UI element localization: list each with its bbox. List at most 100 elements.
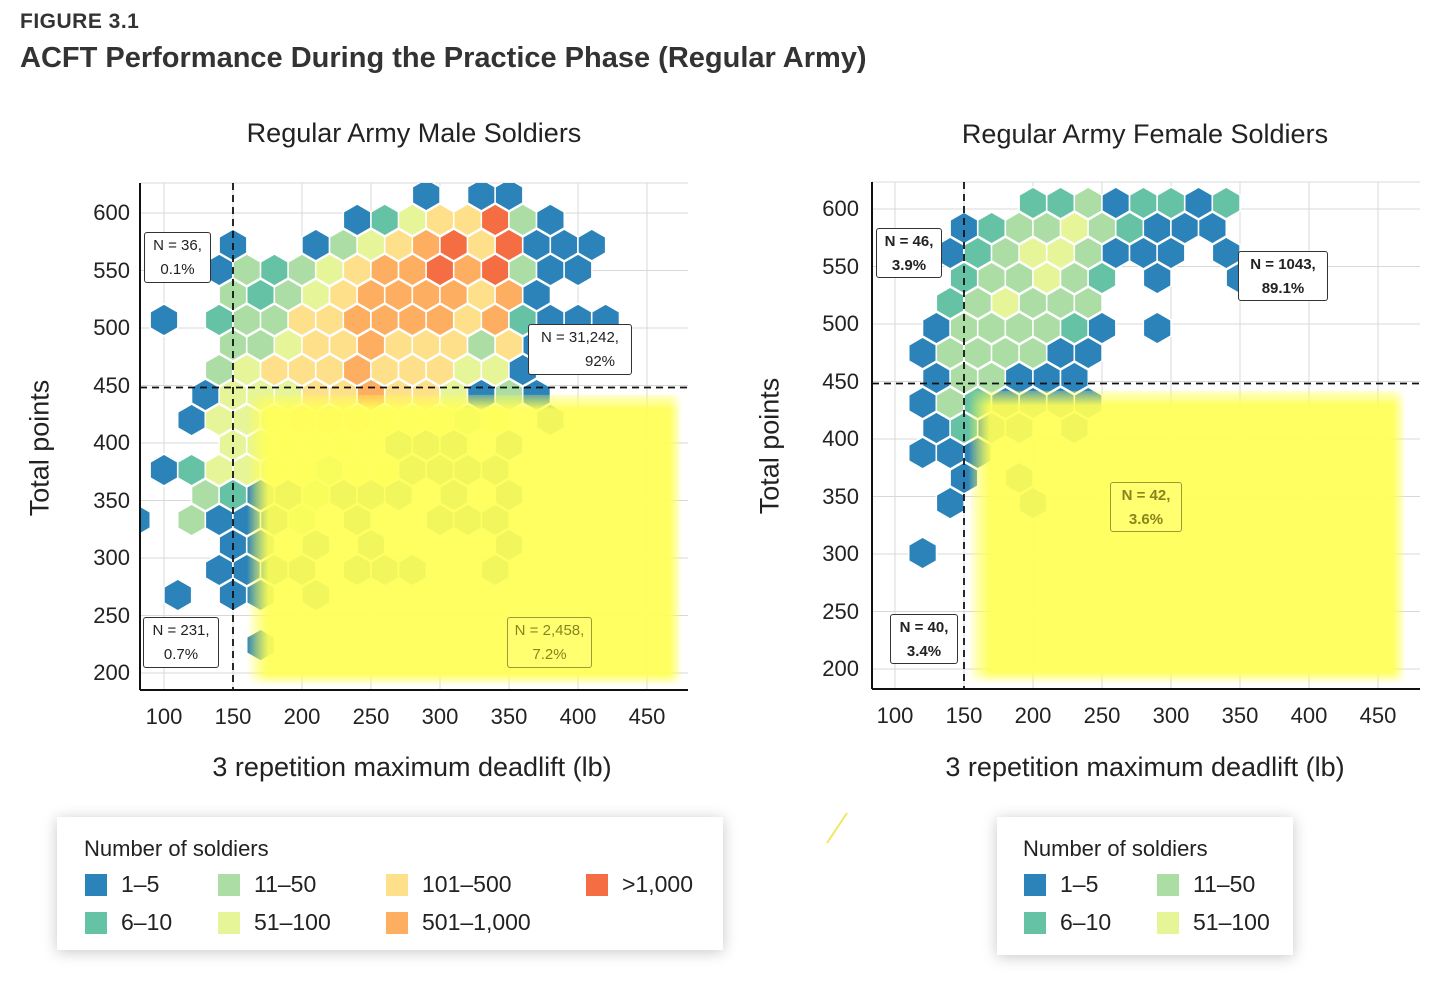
y-tick-label: 350 <box>93 487 130 513</box>
female-highlight-region <box>968 390 1406 684</box>
male-highlight-region <box>246 394 683 686</box>
x-tick-label: 350 <box>490 704 528 729</box>
y-tick-label: 250 <box>822 598 859 624</box>
x-tick-label: 250 <box>1083 703 1121 728</box>
legend-item: 51–100 <box>218 909 331 936</box>
x-tick-label: 150 <box>945 703 983 728</box>
legend-swatch <box>218 911 240 934</box>
y-tick-label: 550 <box>822 253 859 279</box>
y-tick-label: 500 <box>93 315 130 340</box>
x-tick-label: 250 <box>352 704 390 729</box>
hexbin-cell <box>907 536 938 570</box>
legend-label: 11–50 <box>1193 871 1256 897</box>
female-x-axis-label: 3 repetition maximum deadlift (lb) <box>945 752 1345 782</box>
annotation-female-bottom-right: N = 42, 3.6% <box>1110 482 1182 532</box>
annotation-male-bottom-right: N = 2,458, 7.2% <box>507 617 592 668</box>
y-tick-label: 600 <box>93 200 130 225</box>
hexbin-cell <box>494 183 524 212</box>
legend-item: 1–5 <box>1024 871 1098 898</box>
figure-label: FIGURE 3.1 <box>20 10 140 33</box>
legend-label: >1,000 <box>622 871 693 897</box>
x-tick-label: 300 <box>421 704 459 729</box>
legend-label: 6–10 <box>1060 909 1112 935</box>
legend-swatch <box>1024 873 1046 896</box>
x-tick-label: 400 <box>559 704 597 729</box>
annotation-male-top-left: N = 36, 0.1% <box>144 232 211 283</box>
x-tick-label: 100 <box>876 703 914 728</box>
legend-swatch <box>1157 911 1179 934</box>
legend-label: 501–1,000 <box>422 909 531 935</box>
y-tick-label: 600 <box>822 196 859 221</box>
hexbin-cell <box>907 436 938 470</box>
hexbin-cell <box>1073 336 1103 370</box>
annotation-female-top-right: N = 1043, 89.1% <box>1238 251 1328 301</box>
x-tick-label: 450 <box>1359 703 1397 728</box>
annotation-female-top-left: N = 46, 3.9% <box>876 228 942 278</box>
male-plot <box>139 182 688 691</box>
hexbin-cell <box>140 505 152 535</box>
legend-swatch <box>218 873 240 896</box>
y-tick-label: 200 <box>93 660 130 685</box>
figure-title: ACFT Performance During the Practice Pha… <box>20 42 867 74</box>
y-tick-label: 550 <box>93 257 130 283</box>
hexbin-cell <box>176 503 207 537</box>
legend-swatch <box>386 911 408 934</box>
hexbin-cell <box>1087 261 1117 295</box>
x-tick-label: 200 <box>283 704 321 729</box>
y-tick-label: 200 <box>822 656 859 681</box>
annotation-female-bottom-left: N = 40, 3.4% <box>890 614 958 664</box>
x-tick-label: 350 <box>1221 703 1259 728</box>
male-legend: Number of soldiers 1–5 6–10 11–50 51–100 101… <box>57 817 723 950</box>
hexbin-cell <box>563 252 593 287</box>
annotation-male-bottom-left: N = 231, 0.7% <box>143 617 219 668</box>
hexbin-cell <box>1073 286 1103 320</box>
legend-item: 11–50 <box>218 871 316 898</box>
x-tick-label: 450 <box>628 704 666 729</box>
hexbin-cell <box>1087 311 1117 345</box>
legend-swatch <box>386 873 408 896</box>
female-plot <box>871 181 1420 690</box>
stray-pen-mark <box>826 812 848 844</box>
female-legend: Number of soldiers 1–5 6–10 11–50 51–100 <box>997 817 1293 955</box>
hexbin-cell <box>1156 236 1186 270</box>
legend-item: 1–5 <box>85 871 159 898</box>
x-tick-label: 200 <box>1014 703 1052 728</box>
legend-label: 51–100 <box>1193 909 1270 935</box>
hexbin-cell <box>149 302 179 337</box>
legend-item: 11–50 <box>1157 871 1255 898</box>
legend-title: Number of soldiers <box>84 836 269 861</box>
hexbin-cell <box>1211 236 1241 270</box>
y-tick-label: 300 <box>822 541 859 566</box>
x-tick-label: 300 <box>1152 703 1190 728</box>
x-tick-label: 100 <box>145 704 183 729</box>
hexbin-cell <box>1142 311 1172 345</box>
legend-label: 51–100 <box>254 909 331 935</box>
y-tick-label: 500 <box>822 311 859 336</box>
male-x-axis-label: 3 repetition maximum deadlift (lb) <box>212 752 612 782</box>
y-tick-label: 450 <box>822 368 859 394</box>
annotation-male-top-right: N = 31,242, 92% <box>528 324 632 375</box>
female-chart-title: Regular Army Female Soldiers <box>961 119 1329 149</box>
legend-label: 1–5 <box>121 871 160 897</box>
hexbin-cell <box>176 403 207 437</box>
x-tick-label: 400 <box>1290 703 1328 728</box>
legend-swatch <box>85 911 107 934</box>
y-tick-label: 300 <box>93 545 130 570</box>
legend-item: 51–100 <box>1157 909 1270 936</box>
legend-label: 1–5 <box>1060 871 1099 897</box>
legend-item: >1,000 <box>586 871 693 898</box>
y-tick-label: 400 <box>822 426 859 451</box>
hexbin-cell <box>163 578 193 612</box>
y-tick-label: 250 <box>93 602 130 628</box>
hexbin-cell <box>535 202 566 237</box>
legend-swatch <box>1024 911 1046 934</box>
legend-item: 501–1,000 <box>386 909 531 936</box>
legend-item: 6–10 <box>85 909 172 936</box>
legend-title: Number of soldiers <box>1023 836 1208 861</box>
hexbin-cell <box>411 183 441 212</box>
y-tick-label: 400 <box>93 430 130 455</box>
hexbin-cell <box>935 486 965 521</box>
hexbin-cell <box>1142 261 1172 295</box>
legend-label: 6–10 <box>121 909 173 935</box>
